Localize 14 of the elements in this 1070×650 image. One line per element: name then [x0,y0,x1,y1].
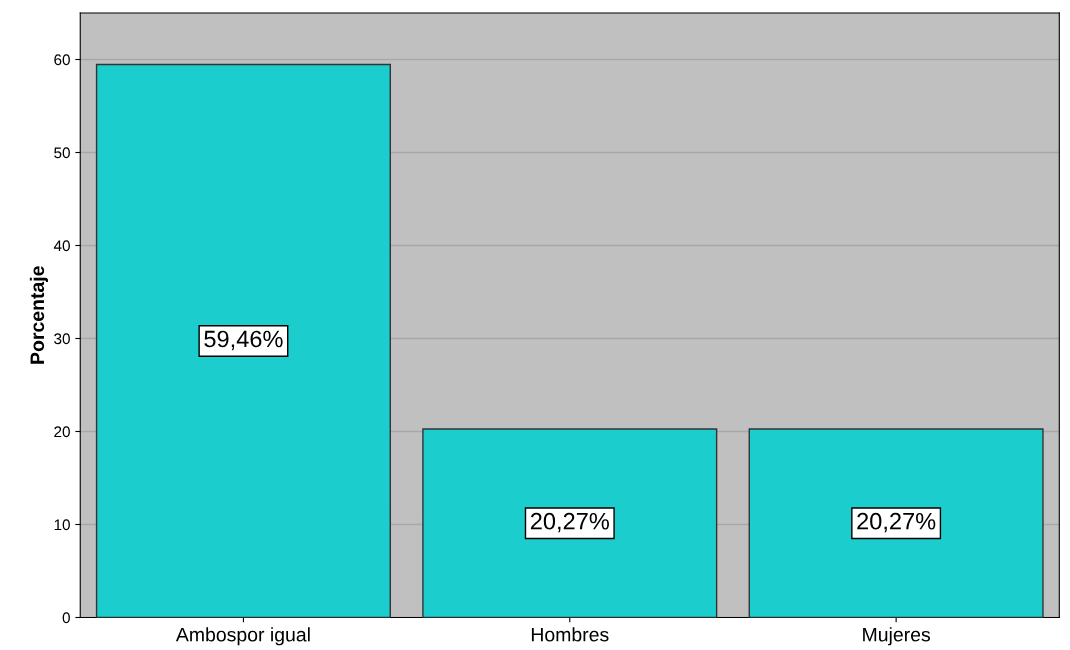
x-tick-label: Ambospor igual [175,627,310,646]
x-tick-label: Mujeres [863,627,930,646]
y-tick-label: 0 [62,612,70,624]
x-tick-label: Hombres [531,627,609,642]
y-tick-label: 40 [53,240,70,252]
y-tick-label: 60 [54,54,70,66]
data-label: 20,27% [530,512,609,533]
data-label: 20,27% [857,512,936,533]
y-tick-label: 20 [54,426,70,438]
y-tick-label: 30 [54,333,70,345]
y-tick-label: 10 [54,519,70,531]
data-label: 59,46% [204,330,283,351]
y-axis-title: Porcentaje [29,266,48,364]
y-tick-label: 50 [54,147,70,159]
